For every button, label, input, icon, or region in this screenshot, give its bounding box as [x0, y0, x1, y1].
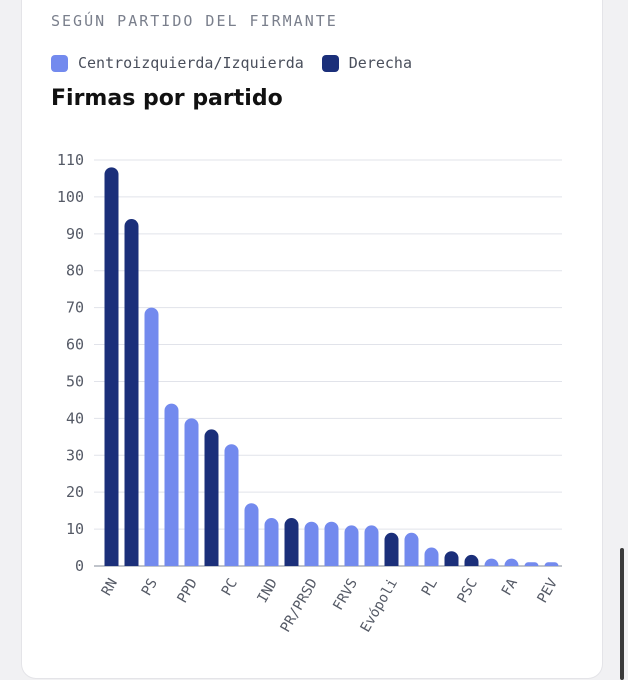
- bar[interactable]: [184, 418, 199, 566]
- x-tick-label: PC: [219, 576, 241, 599]
- y-tick-label: 40: [66, 409, 84, 427]
- chart-legend: Centroizquierda/Izquierda Derecha: [51, 54, 430, 72]
- y-tick-label: 90: [66, 225, 84, 243]
- bar[interactable]: [264, 518, 279, 566]
- x-tick-label: PR/PRSD: [278, 576, 321, 635]
- bar[interactable]: [384, 532, 399, 566]
- x-tick-label: PS: [139, 576, 161, 599]
- legend-label-centroizquierda: Centroizquierda/Izquierda: [78, 54, 304, 72]
- x-tick-label: Evópoli: [358, 576, 401, 635]
- bar[interactable]: [424, 547, 439, 566]
- legend-label-derecha: Derecha: [348, 54, 412, 72]
- y-tick-label: 60: [66, 336, 84, 354]
- y-tick-label: 80: [66, 262, 84, 280]
- legend-item-derecha[interactable]: Derecha: [321, 54, 412, 72]
- legend-item-centroizquierda[interactable]: Centroizquierda/Izquierda: [51, 54, 304, 72]
- x-tick-label: PL: [419, 576, 441, 599]
- bar[interactable]: [224, 444, 239, 566]
- bar[interactable]: [444, 551, 459, 566]
- x-tick-label: PPD: [174, 576, 201, 606]
- x-tick-label: FA: [499, 576, 522, 599]
- bar[interactable]: [244, 503, 259, 566]
- y-tick-label: 100: [57, 188, 84, 206]
- bar[interactable]: [484, 558, 499, 566]
- bar[interactable]: [404, 532, 419, 566]
- x-tick-label: RN: [99, 576, 121, 599]
- legend-swatch-derecha: [321, 54, 339, 72]
- bar[interactable]: [304, 521, 319, 566]
- chart-subtitle: SEGÚN PARTIDO DEL FIRMANTE: [51, 12, 338, 30]
- bar[interactable]: [544, 562, 559, 566]
- y-tick-label: 50: [66, 372, 84, 390]
- y-tick-label: 20: [66, 483, 84, 501]
- x-tick-label: PEV: [534, 576, 561, 606]
- bar[interactable]: [344, 525, 359, 566]
- legend-swatch-centroizquierda: [51, 54, 68, 72]
- bar[interactable]: [504, 558, 519, 566]
- bar[interactable]: [284, 518, 299, 566]
- y-tick-label: 0: [75, 557, 84, 575]
- bar[interactable]: [364, 525, 379, 566]
- bar[interactable]: [124, 219, 139, 566]
- y-tick-label: 30: [66, 446, 84, 464]
- bar[interactable]: [104, 167, 119, 566]
- y-tick-label: 10: [66, 520, 84, 538]
- bar[interactable]: [144, 307, 159, 566]
- y-tick-label: 70: [66, 299, 84, 317]
- x-tick-label: FRVS: [330, 576, 361, 613]
- scrollbar[interactable]: [620, 548, 624, 680]
- bar[interactable]: [464, 554, 479, 566]
- bar[interactable]: [524, 562, 539, 566]
- x-tick-label: IND: [254, 576, 281, 606]
- x-tick-label: PSC: [454, 576, 481, 606]
- bar[interactable]: [324, 521, 339, 566]
- bar[interactable]: [164, 403, 179, 566]
- y-tick-label: 110: [57, 151, 84, 169]
- bar[interactable]: [204, 429, 219, 566]
- chart-title: Firmas por partido: [51, 86, 283, 111]
